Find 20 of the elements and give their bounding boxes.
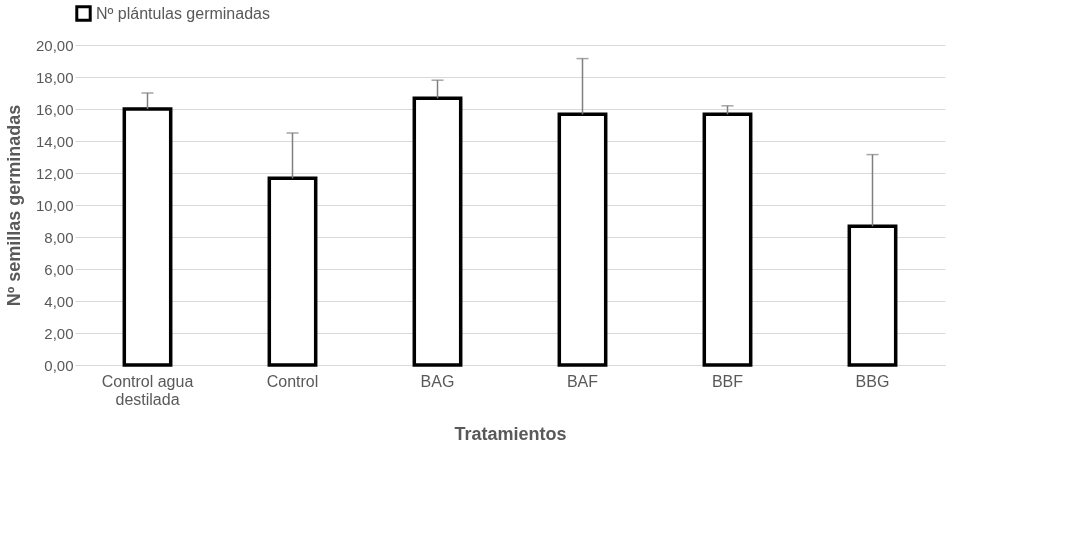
- y-axis-title: Nº semillas germinadas: [3, 104, 24, 307]
- y-tick-label: 14,00: [35, 132, 74, 150]
- x-tick-label: BBF: [711, 372, 744, 390]
- y-tick-label: 4,00: [44, 292, 74, 310]
- y-tick-label: 0,00: [44, 356, 74, 374]
- x-tick-label: BAF: [566, 372, 599, 390]
- x-tick-label: Control agua destilada: [101, 372, 194, 408]
- y-tick-label: 16,00: [35, 100, 74, 118]
- x-axis-title: Tratamientos: [454, 423, 567, 444]
- legend-label: Nº plántulas germinadas: [96, 4, 270, 22]
- y-tick-label: 20,00: [35, 36, 74, 54]
- y-tick-label: 10,00: [35, 196, 74, 214]
- y-tick-label: 2,00: [44, 324, 74, 342]
- x-tick-label: Control: [266, 372, 319, 390]
- y-tick-label: 12,00: [35, 164, 74, 182]
- x-tick-label: BAG: [420, 372, 455, 390]
- y-tick-label: 8,00: [44, 228, 74, 246]
- x-tick-label: BBG: [855, 372, 890, 390]
- y-tick-label: 6,00: [44, 260, 74, 278]
- y-tick-label: 18,00: [35, 68, 74, 86]
